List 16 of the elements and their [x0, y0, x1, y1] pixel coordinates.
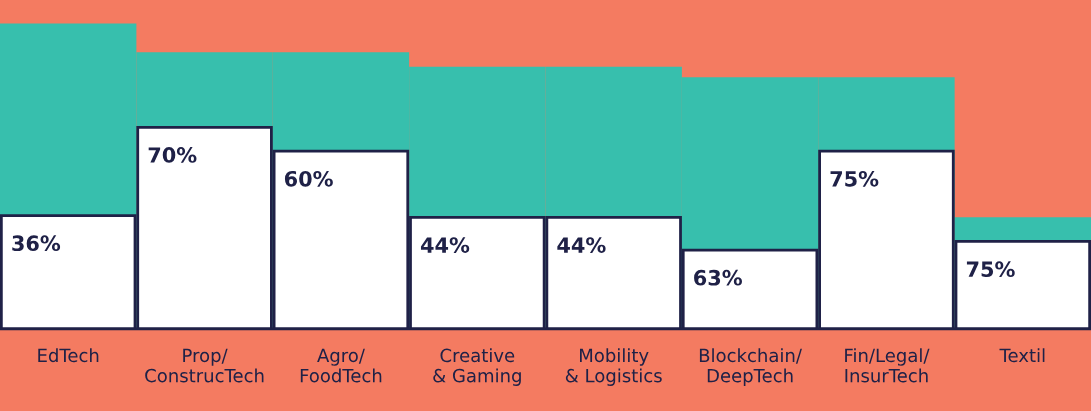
x-tick-label: EdTech: [38, 348, 99, 363]
annotation: 70%: [148, 147, 197, 163]
x-tick-label: Agro/ FoodTech: [300, 348, 382, 383]
annotation: 75%: [830, 170, 879, 187]
x-tick-label: Prop/ ConstrucTech: [145, 348, 264, 383]
annotation: 75%: [966, 261, 1015, 278]
annotation: 63%: [694, 269, 742, 286]
annotation: 44%: [420, 237, 470, 253]
x-tick-label: Mobility & Logistics: [565, 348, 662, 386]
x-tick-label: Textil: [999, 348, 1045, 363]
annotation: 60%: [284, 170, 333, 187]
x-tick-label: Blockchain/ DeepTech: [699, 348, 802, 386]
annotation: 36%: [12, 235, 61, 252]
annotation: 44%: [557, 237, 606, 253]
x-tick-label: Creative & Gaming: [433, 348, 521, 386]
x-tick-label: Fin/Legal/ InsurTech: [845, 348, 930, 383]
